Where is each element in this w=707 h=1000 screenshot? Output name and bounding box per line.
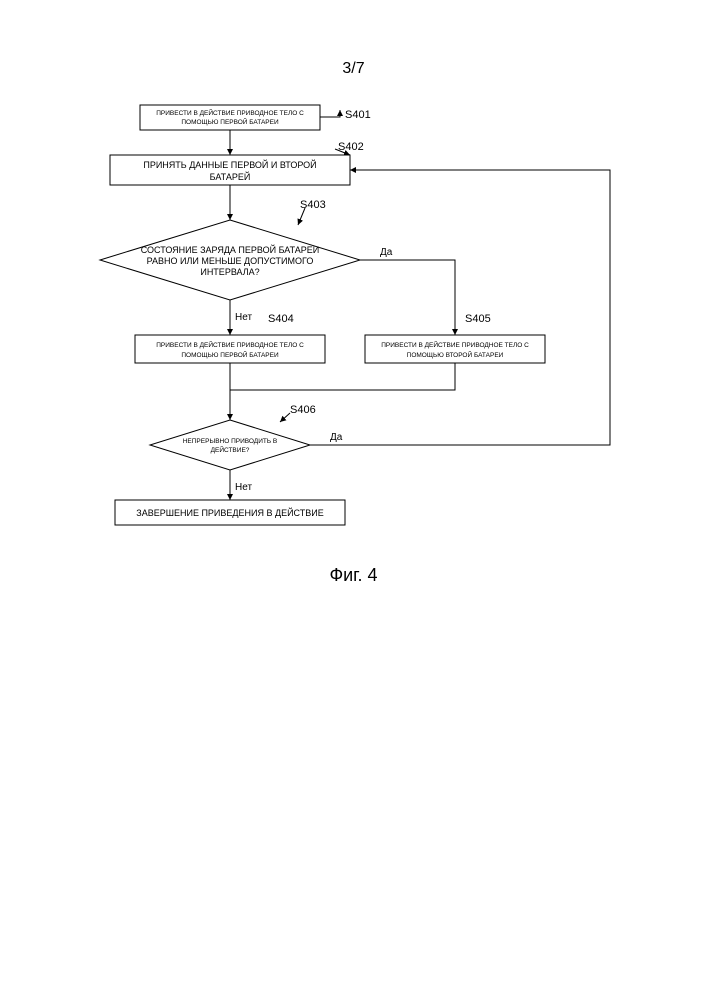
s403-label: S403 <box>300 199 326 211</box>
end-text: ЗАВЕРШЕНИЕ ПРИВЕДЕНИЯ В ДЕЙСТВИЕ <box>136 507 323 518</box>
s402-text-2: БАТАРЕЙ <box>210 171 251 182</box>
s401-label: S401 <box>345 109 371 121</box>
s403-no: Нет <box>235 312 252 323</box>
s405-text-2: ПОМОЩЬЮ ВТОРОЙ БАТАРЕИ <box>407 350 504 359</box>
arrow-s406-loop <box>310 170 610 445</box>
s402-text-1: ПРИНЯТЬ ДАННЫЕ ПЕРВОЙ И ВТОРОЙ <box>143 159 316 170</box>
s403-text-2: РАВНО ИЛИ МЕНЬШЕ ДОПУСТИМОГО <box>147 256 314 266</box>
s406-no: Нет <box>235 482 252 493</box>
flowchart-diagram: ПРИВЕСТИ В ДЕЙСТВИЕ ПРИВОДНОЕ ТЕЛО С ПОМ… <box>80 100 640 560</box>
s403-text-1: СОСТОЯНИЕ ЗАРЯДА ПЕРВОЙ БАТАРЕИ <box>141 244 320 255</box>
s406-text-2: ДЕЙСТВИЕ? <box>211 445 250 454</box>
s405-text-1: ПРИВЕСТИ В ДЕЙСТВИЕ ПРИВОДНОЕ ТЕЛО С <box>381 340 529 349</box>
s404-label: S404 <box>268 313 294 325</box>
s404-text-2: ПОМОЩЬЮ ПЕРВОЙ БАТАРЕИ <box>181 350 279 359</box>
figure-caption: Фиг. 4 <box>0 565 707 586</box>
s405-label: S405 <box>465 313 491 325</box>
s402-label: S402 <box>338 141 364 153</box>
node-s406 <box>150 420 310 470</box>
arrow-s403-s405 <box>360 260 455 335</box>
s403-yes: Да <box>380 247 393 258</box>
s406-connector <box>280 413 290 422</box>
s401-text-2: ПОМОЩЬЮ ПЕРВОЙ БАТАРЕИ <box>181 117 279 126</box>
s403-text-3: ИНТЕРВАЛА? <box>200 267 259 277</box>
s401-connector <box>320 110 340 117</box>
node-s401 <box>140 105 320 130</box>
s406-label: S406 <box>290 404 316 416</box>
page-number: 3/7 <box>0 60 707 78</box>
s404-text-1: ПРИВЕСТИ В ДЕЙСТВИЕ ПРИВОДНОЕ ТЕЛО С <box>156 340 304 349</box>
merge-line <box>230 363 455 390</box>
s406-text-1: НЕПРЕРЫВНО ПРИВОДИТЬ В <box>183 438 278 445</box>
s401-text-1: ПРИВЕСТИ В ДЕЙСТВИЕ ПРИВОДНОЕ ТЕЛО С <box>156 108 304 117</box>
s406-yes: Да <box>330 432 343 443</box>
